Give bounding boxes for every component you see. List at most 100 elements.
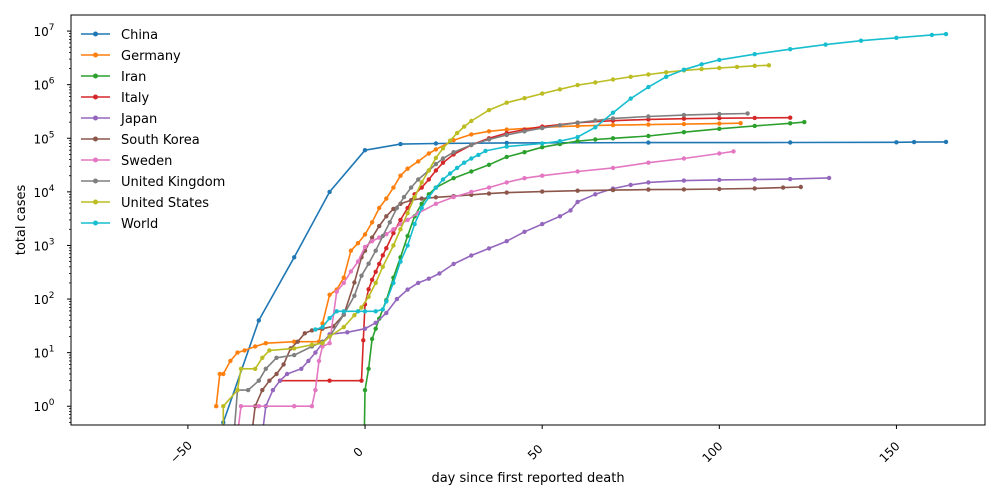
data-point xyxy=(235,350,240,355)
data-point xyxy=(788,115,793,120)
legend-label: China xyxy=(121,28,158,43)
data-point xyxy=(359,273,364,278)
data-point xyxy=(486,162,492,167)
data-point xyxy=(557,123,563,128)
series-line-united-states xyxy=(222,64,769,425)
data-point xyxy=(377,205,382,211)
data-point xyxy=(451,194,456,200)
data-point xyxy=(391,230,396,236)
legend-label: Japan xyxy=(120,112,157,127)
data-point xyxy=(228,358,233,364)
data-point xyxy=(681,178,687,183)
data-point xyxy=(858,38,864,43)
data-point xyxy=(699,62,704,67)
data-point xyxy=(575,120,580,125)
series-world xyxy=(313,31,949,332)
data-point xyxy=(433,185,439,190)
data-point xyxy=(593,118,598,123)
data-point xyxy=(355,241,361,246)
data-point xyxy=(788,47,793,52)
data-point xyxy=(380,264,385,269)
data-point xyxy=(327,292,332,297)
data-point xyxy=(327,189,332,195)
y-tick-label: 106 xyxy=(33,77,54,93)
data-point xyxy=(568,208,573,213)
legend-marker xyxy=(93,157,98,163)
data-point xyxy=(362,244,368,250)
legend-item-world: World xyxy=(81,217,158,232)
data-point xyxy=(557,214,563,219)
y-tick-label: 100 xyxy=(33,398,54,414)
data-point xyxy=(522,150,527,155)
data-point xyxy=(717,116,722,121)
data-point xyxy=(359,378,364,383)
data-point xyxy=(504,132,509,138)
data-point xyxy=(504,127,509,132)
data-point xyxy=(766,63,772,68)
data-point xyxy=(405,166,410,171)
data-point xyxy=(398,217,403,223)
data-point xyxy=(292,352,297,358)
data-point xyxy=(277,378,283,383)
data-point xyxy=(267,348,272,353)
data-point xyxy=(433,155,439,161)
data-point xyxy=(412,194,417,200)
series-line-united-kingdom xyxy=(233,112,748,425)
data-point xyxy=(646,133,651,139)
data-point xyxy=(469,118,474,124)
data-point xyxy=(469,142,474,148)
data-point xyxy=(391,280,396,286)
y-tick-label: 104 xyxy=(33,184,54,200)
data-point xyxy=(380,253,385,258)
data-point xyxy=(398,227,403,232)
data-point xyxy=(433,141,439,146)
data-point xyxy=(504,190,509,195)
data-point xyxy=(256,378,261,383)
data-point xyxy=(646,122,651,127)
data-point xyxy=(483,148,488,154)
data-point xyxy=(373,326,378,331)
legend-label: United States xyxy=(121,196,209,211)
data-point xyxy=(380,307,385,312)
data-point xyxy=(242,348,247,353)
data-point xyxy=(681,156,687,161)
data-point xyxy=(313,327,318,332)
data-point xyxy=(788,121,793,126)
legend-marker xyxy=(93,73,98,79)
data-point xyxy=(540,125,545,131)
data-point xyxy=(384,310,389,316)
data-point xyxy=(221,404,226,409)
data-point xyxy=(341,324,346,330)
data-point xyxy=(943,31,949,37)
y-tick-label: 107 xyxy=(33,23,54,39)
legend-item-south-korea: South Korea xyxy=(81,133,200,148)
data-point xyxy=(426,151,431,156)
y-tick-label: 102 xyxy=(33,291,54,307)
data-point xyxy=(391,185,396,190)
data-point xyxy=(295,339,300,344)
data-point xyxy=(327,341,332,346)
series-layer xyxy=(214,31,949,425)
data-point xyxy=(309,342,315,347)
data-point xyxy=(476,152,481,158)
data-point xyxy=(486,129,492,134)
data-point xyxy=(628,74,633,80)
data-point xyxy=(260,355,265,360)
data-point xyxy=(281,362,286,367)
y-axis: 100 101 102 103 104 105 106 107 xyxy=(33,23,71,423)
data-point xyxy=(433,201,439,206)
series-japan xyxy=(262,175,832,425)
data-point xyxy=(717,121,722,126)
legend-label: South Korea xyxy=(121,133,200,148)
data-point xyxy=(943,139,949,145)
data-point xyxy=(221,371,226,377)
data-point xyxy=(238,404,244,409)
data-point xyxy=(362,387,368,393)
data-point xyxy=(366,366,371,371)
data-point xyxy=(405,217,410,223)
data-point xyxy=(292,346,297,351)
data-point xyxy=(462,160,467,165)
data-point xyxy=(362,148,368,153)
